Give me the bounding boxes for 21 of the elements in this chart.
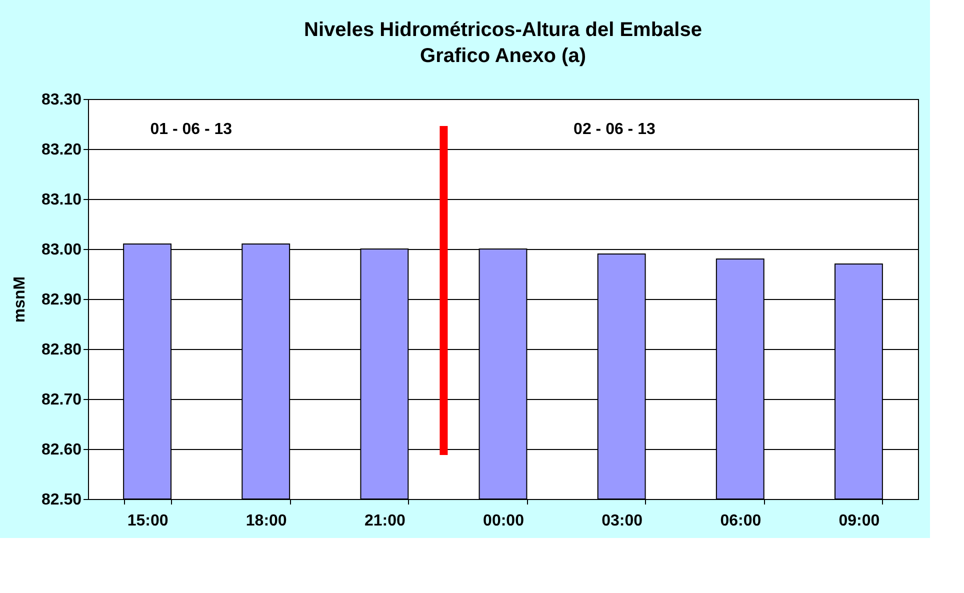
x-tick-label: 15:00 [127, 512, 168, 530]
x-tick-label: 09:00 [838, 512, 880, 530]
y-axis-title: msnM [11, 276, 28, 323]
y-tick-label: 82.80 [41, 342, 82, 358]
y-tick-label: 82.60 [41, 442, 82, 458]
y-tick-label: 82.70 [41, 392, 82, 408]
x-tick-label: 00:00 [483, 512, 524, 530]
x-tick-label: 06:00 [720, 512, 762, 530]
x-tick-label: 21:00 [364, 512, 406, 530]
x-tick-label: 03:00 [602, 512, 643, 530]
y-tick-label: 83.10 [41, 192, 82, 208]
annotation: 01 - 06 - 13 [150, 121, 232, 138]
y-tick-label: 82.50 [41, 492, 82, 508]
y-tick-label: 82.90 [41, 292, 82, 308]
x-tick-label: 18:00 [246, 512, 287, 530]
y-tick-label: 83.00 [41, 242, 82, 258]
chart-title: Niveles Hidrométricos-Altura del Embalse [304, 19, 702, 41]
y-tick-label: 83.20 [41, 142, 82, 158]
y-tick-label: 83.30 [41, 92, 82, 108]
chart-subtitle: Grafico Anexo (a) [420, 45, 586, 67]
annotation: 02 - 06 - 13 [574, 121, 656, 138]
